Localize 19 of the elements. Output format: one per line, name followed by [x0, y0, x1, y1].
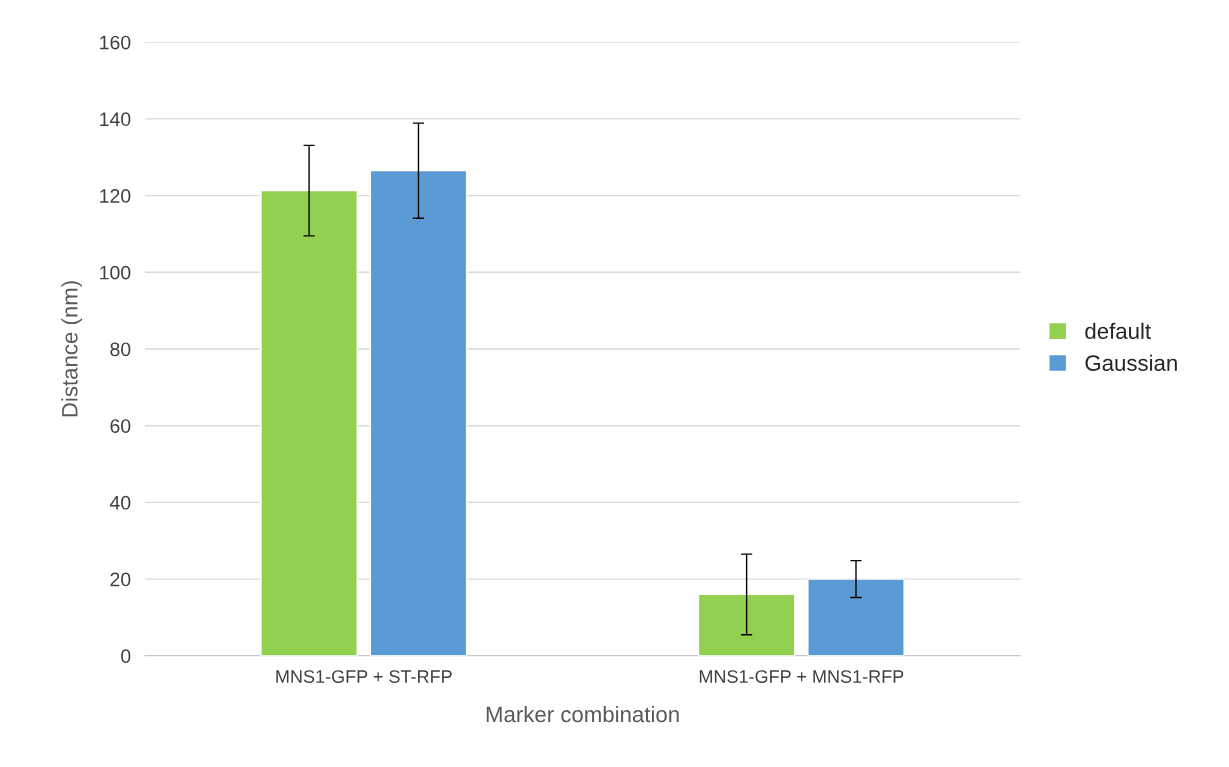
y-tick-label: 100	[100, 265, 131, 280]
bar	[697, 593, 796, 656]
y-axis-title: Distance (nm)	[61, 281, 83, 417]
y-tick-label: 140	[100, 112, 131, 127]
y-tick-label: 20	[110, 572, 131, 587]
y-tick-label: 120	[100, 189, 131, 203]
bar	[807, 578, 905, 656]
bar	[369, 169, 468, 656]
x-axis-title: Marker combination	[486, 705, 679, 723]
y-tick-label: 0	[121, 649, 131, 664]
legend-label: Gaussian	[1085, 354, 1177, 371]
y-tick-label: 60	[110, 419, 131, 433]
x-tick-label: MNS1-GFP + ST-RFP	[276, 670, 452, 683]
y-tick-label: 80	[110, 342, 131, 357]
bar	[260, 189, 358, 656]
y-tick-label: 160	[100, 35, 131, 50]
x-tick-label: MNS1-GFP + MNS1-RFP	[699, 670, 904, 683]
y-tick-label: 40	[109, 495, 131, 510]
legend-label: default	[1085, 322, 1151, 340]
